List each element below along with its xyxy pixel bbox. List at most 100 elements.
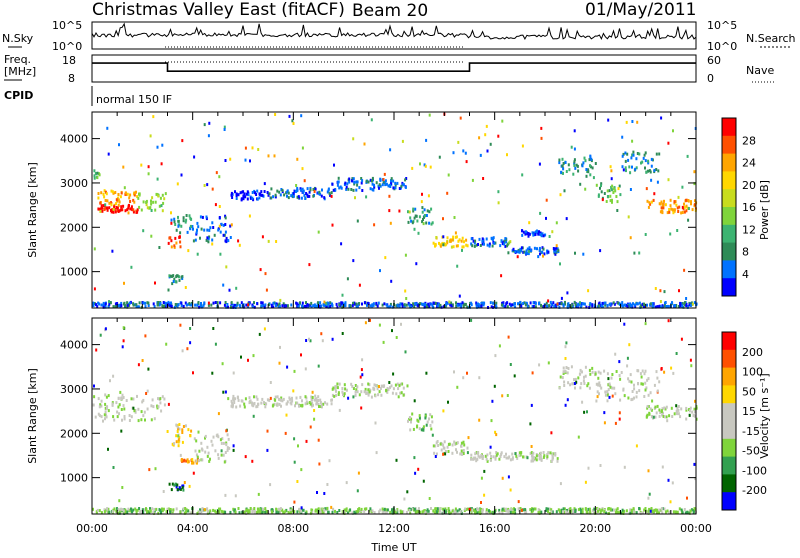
power-cell: [110, 210, 113, 214]
power-cell: [446, 241, 449, 245]
power-cell: [98, 207, 101, 211]
power-noise-cell: [521, 173, 524, 177]
velocity-cell: [562, 510, 564, 514]
velocity-noise-cell: [293, 460, 296, 464]
velocity-cell: [603, 510, 606, 514]
velocity-cell: [449, 511, 452, 515]
velocity-cell: [509, 458, 512, 462]
velocity-cell: [363, 510, 366, 513]
power-noise-cell: [659, 300, 662, 303]
power-noise-cell: [140, 163, 143, 167]
power-cell: [544, 233, 547, 237]
velocity-noise-cell: [112, 374, 115, 378]
velocity-noise-cell: [179, 453, 182, 457]
power-cell: [687, 199, 690, 202]
power-cell: [310, 301, 313, 305]
power-cell: [371, 176, 374, 180]
velocity-cell: [373, 387, 376, 391]
power-noise-cell: [167, 288, 170, 292]
power-cell: [104, 305, 107, 309]
power-cell: [651, 158, 654, 162]
velocity-cell: [573, 507, 576, 511]
velocity-cell: [610, 376, 613, 380]
velocity-cell: [117, 511, 120, 515]
power-noise-cell: [579, 182, 582, 186]
velocity-cell: [179, 487, 182, 491]
power-cell: [390, 177, 393, 181]
power-cell: [164, 192, 167, 196]
cpid-label: CPID: [4, 89, 33, 102]
power-noise-cell: [421, 192, 423, 196]
velocity-cell: [381, 510, 384, 514]
velocity-cell: [175, 423, 178, 427]
velocity-cell: [351, 511, 354, 515]
power-cell: [118, 200, 121, 204]
velocity-cell: [458, 508, 461, 512]
power-noise-cell: [555, 244, 558, 248]
power-noise-cell: [681, 205, 684, 209]
velocity-noise-cell: [232, 448, 235, 452]
power-cell: [251, 196, 254, 200]
power-cell: [657, 305, 660, 309]
power-colorbar-swatch: [722, 153, 736, 172]
power-cell: [142, 301, 145, 305]
power-cell: [608, 189, 611, 193]
power-cell: [372, 178, 374, 182]
velocity-cell: [177, 440, 180, 444]
velocity-cell: [670, 406, 673, 410]
power-noise-cell: [429, 165, 432, 169]
velocity-noise-cell: [181, 349, 184, 353]
velocity-cell: [259, 508, 262, 512]
power-cell: [523, 250, 526, 254]
power-cell: [461, 245, 464, 249]
power-noise-cell: [219, 252, 222, 256]
power-cell: [560, 170, 563, 174]
power-noise-cell: [122, 165, 125, 169]
velocity-cell: [108, 510, 111, 514]
velocity-noise-cell: [93, 384, 95, 388]
velocity-cell: [326, 402, 329, 406]
power-cell: [126, 303, 129, 307]
velocity-cell: [364, 390, 367, 394]
velocity-cell: [494, 457, 497, 461]
power-noise-cell: [411, 166, 414, 170]
velocity-noise-cell: [688, 413, 691, 417]
power-cell: [239, 304, 242, 308]
velocity-cell: [124, 510, 127, 514]
velocity-noise-cell: [392, 372, 395, 376]
power-noise-cell: [678, 289, 680, 293]
velocity-cell: [447, 510, 450, 514]
power-cell: [399, 302, 402, 306]
power-cell: [562, 162, 565, 165]
velocity-cell: [176, 483, 179, 487]
velocity-cell: [630, 380, 633, 384]
power-cell: [651, 302, 654, 306]
velocity-cell: [146, 511, 148, 515]
velocity-cell: [161, 507, 163, 511]
power-cell: [606, 304, 609, 308]
power-cell: [622, 304, 624, 308]
power-cell: [126, 192, 129, 196]
velocity-cell: [280, 508, 283, 512]
power-cell: [145, 200, 148, 204]
velocity-cell: [234, 397, 237, 401]
velocity-cell: [142, 398, 145, 402]
power-cell: [628, 165, 631, 169]
power-colorbar-tick: 24: [742, 157, 756, 170]
velocity-cell: [137, 419, 140, 423]
velocity-cell: [300, 509, 302, 513]
power-cell: [230, 301, 233, 305]
velocity-cell: [219, 438, 222, 442]
power-cell: [207, 240, 210, 244]
power-cell: [638, 152, 641, 156]
power-cell: [150, 209, 153, 212]
power-noise-cell: [330, 194, 333, 198]
velocity-cell: [584, 507, 587, 511]
velocity-cell: [275, 510, 278, 514]
power-cell: [270, 187, 273, 191]
power-noise-cell: [486, 149, 489, 153]
power-cell: [396, 303, 399, 307]
power-cell: [177, 215, 179, 219]
velocity-cell: [547, 509, 549, 513]
power-cell: [102, 301, 105, 305]
